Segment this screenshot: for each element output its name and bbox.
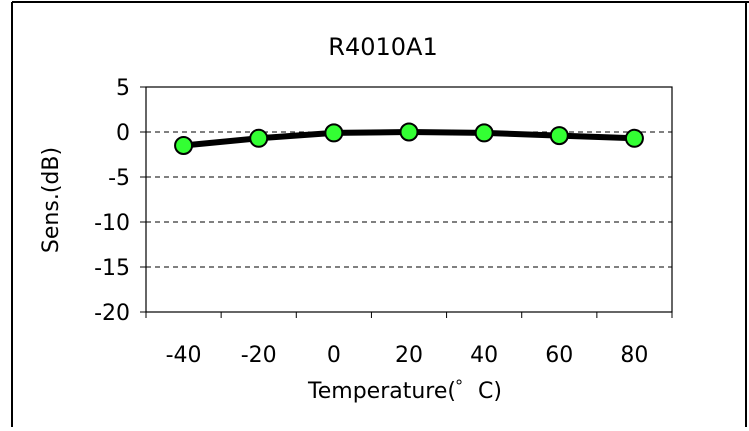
chart-title: R4010A1 xyxy=(328,33,437,61)
tick-labels: 5 0 -5 -10 -15 -20 -40 -20 0 20 40 60 80 xyxy=(94,76,648,368)
data-point xyxy=(624,128,644,148)
y-tick-label: -5 xyxy=(108,166,130,191)
y-tick-label: -20 xyxy=(94,301,130,326)
x-axis-title: Temperature(゜C) xyxy=(307,379,502,404)
x-tick-label: 80 xyxy=(620,343,648,368)
y-tick-label: 5 xyxy=(116,76,130,101)
y-axis-title: Sens.(dB) xyxy=(39,147,64,253)
x-tick-label: 0 xyxy=(327,343,341,368)
x-tick-label: 60 xyxy=(545,343,573,368)
y-tick-label: 0 xyxy=(116,121,130,146)
plot-area-border xyxy=(145,86,673,313)
x-tick-label: -20 xyxy=(241,343,277,368)
data-point xyxy=(549,126,569,146)
data-series xyxy=(174,122,644,155)
data-point xyxy=(474,123,494,143)
x-tick-label: 40 xyxy=(470,343,498,368)
x-tick-label: -40 xyxy=(166,343,202,368)
x-tick-label: 20 xyxy=(395,343,423,368)
data-point xyxy=(399,122,419,142)
axes xyxy=(140,86,673,318)
y-tick-label: -15 xyxy=(94,256,130,281)
grid-lines xyxy=(146,131,672,268)
data-point xyxy=(174,136,194,155)
data-point xyxy=(249,128,269,148)
y-tick-label: -10 xyxy=(94,211,130,236)
data-point xyxy=(324,123,344,143)
